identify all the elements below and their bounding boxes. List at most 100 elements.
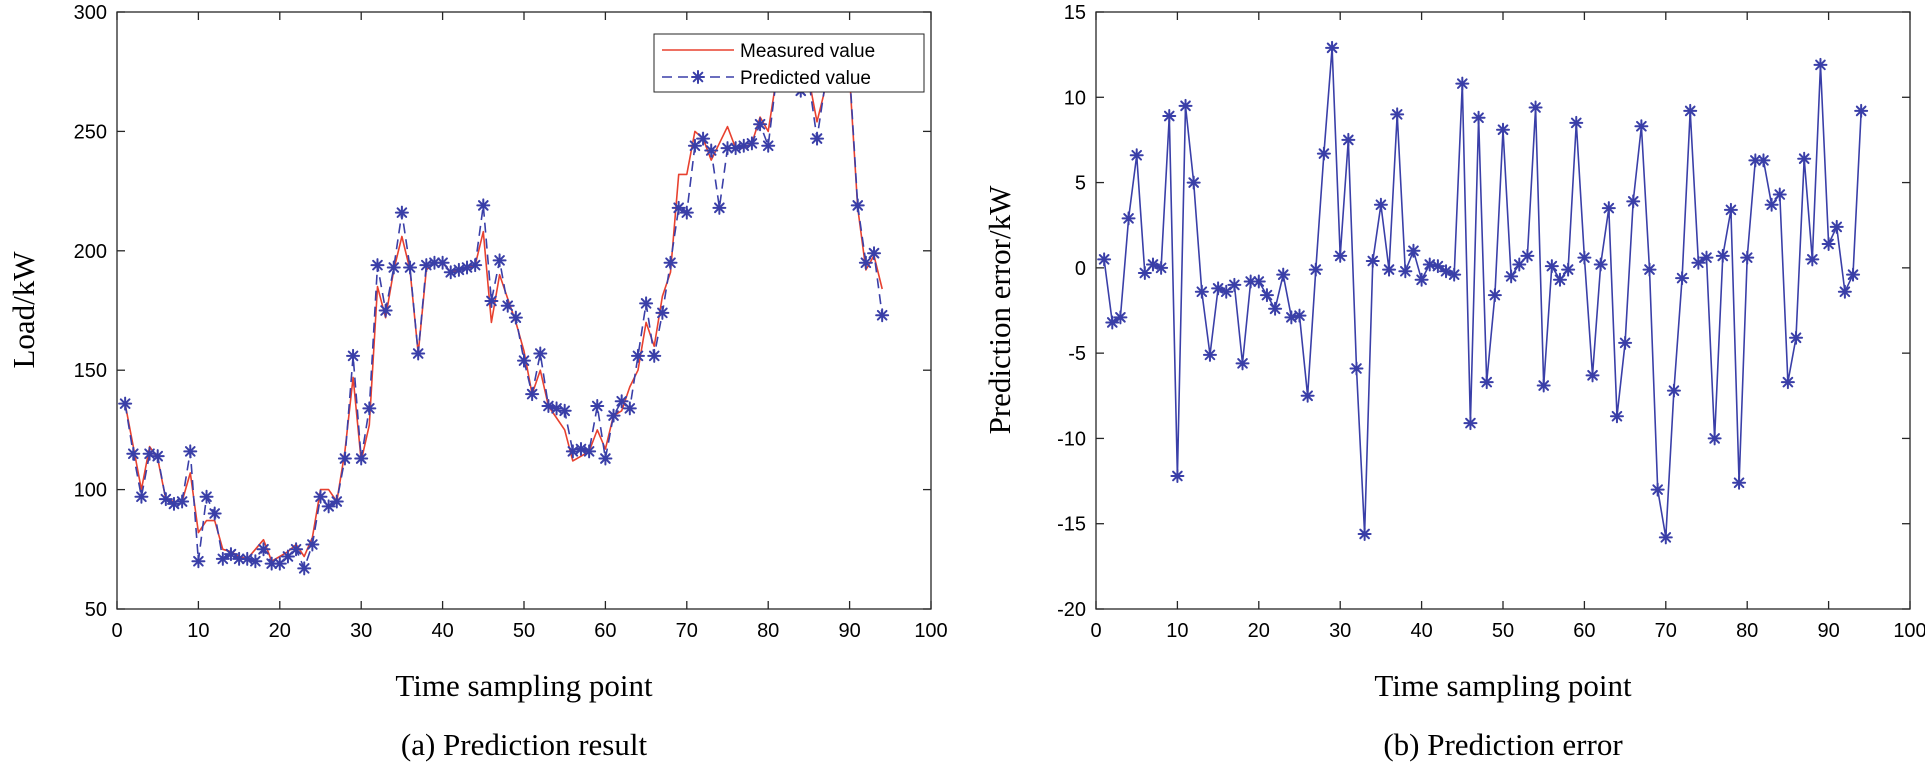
data-point-stroke (1725, 204, 1737, 216)
chart-b-ticks: 0 10 20 30 40 50 60 70 80 90 100 -20 -15 -10 -5 0 5 10 15 (1057, 2, 1925, 642)
data-point (1097, 252, 1112, 267)
data-point-stroke (1456, 78, 1468, 89)
data-point (1658, 530, 1673, 545)
data-point-stroke (1204, 349, 1216, 361)
data-point (1390, 107, 1405, 122)
data-point-stroke (1408, 245, 1419, 257)
data-point (744, 136, 759, 151)
data-point (606, 408, 621, 423)
data-point (1137, 265, 1152, 280)
x-tick-label: 40 (1410, 620, 1432, 642)
data-point-stroke (1277, 269, 1289, 280)
data-point-stroke (119, 398, 131, 409)
data-point (1471, 110, 1486, 125)
data-point (663, 255, 678, 270)
data-point (647, 348, 662, 363)
data-point (1585, 368, 1600, 383)
legend-measured-label: Measured value (740, 41, 875, 62)
data-point-stroke (1432, 260, 1444, 272)
data-point-stroke (1798, 153, 1810, 165)
data-point (1496, 122, 1510, 137)
data-point (403, 260, 418, 275)
data-point (1202, 347, 1217, 362)
data-point (354, 451, 369, 466)
data-point (810, 131, 825, 146)
data-point-stroke (241, 553, 253, 565)
data-point-stroke (1115, 312, 1126, 323)
data-point (1235, 356, 1250, 371)
data-point (1194, 284, 1209, 299)
data-point (191, 554, 206, 569)
data-point (1740, 250, 1755, 265)
legend-star-marker (691, 70, 705, 84)
data-point (1113, 310, 1128, 325)
data-point-stroke (1473, 112, 1484, 124)
x-tick-label: 70 (676, 620, 698, 642)
data-point (1154, 260, 1169, 275)
data-point (1723, 202, 1738, 217)
data-point (1325, 40, 1340, 55)
x-tick-label: 30 (350, 620, 372, 642)
y-tick-label: 100 (74, 480, 107, 502)
data-point (1650, 482, 1665, 497)
data-point-stroke (127, 448, 139, 460)
data-point (736, 138, 751, 153)
data-point (1846, 267, 1861, 282)
data-point-stroke (298, 563, 310, 574)
data-point-stroke (1497, 124, 1509, 136)
data-point (1821, 236, 1836, 251)
data-point-stroke (1603, 202, 1615, 214)
data-point (1121, 211, 1136, 226)
data-point-stroke (673, 202, 684, 214)
data-point-stroke (315, 491, 326, 503)
data-point-stroke (1668, 385, 1680, 396)
data-point-stroke (1269, 303, 1281, 315)
data-point-stroke (1733, 477, 1745, 489)
data-point (1504, 269, 1519, 284)
data-point (630, 348, 645, 363)
y-tick-label: -10 (1057, 428, 1086, 450)
x-tick-label: 80 (1736, 620, 1758, 642)
data-point (313, 489, 328, 504)
data-point-stroke (1098, 254, 1110, 265)
data-point (1300, 388, 1315, 403)
data-point (1618, 335, 1633, 350)
data-point (476, 198, 491, 213)
data-point-stroke (388, 262, 400, 273)
data-point (150, 449, 165, 464)
series-line (124, 70, 883, 570)
data-point (256, 542, 271, 557)
data-point (183, 444, 198, 459)
data-point-stroke (1831, 221, 1843, 233)
data-point (1512, 257, 1527, 272)
data-point (712, 200, 727, 215)
data-point-stroke (1383, 264, 1395, 275)
x-tick-label: 90 (838, 620, 860, 642)
data-point (1349, 361, 1364, 376)
data-point (207, 506, 222, 521)
data-point (166, 496, 181, 511)
data-point (1479, 375, 1494, 390)
data-point-stroke (1790, 332, 1802, 344)
data-point (639, 296, 654, 311)
y-tick-label: -20 (1057, 599, 1086, 621)
y-tick-label: -5 (1068, 343, 1086, 365)
data-point-stroke (1774, 189, 1786, 200)
data-point-stroke (1546, 260, 1558, 272)
data-point-stroke (860, 257, 872, 269)
data-point (1365, 254, 1380, 269)
data-point-stroke (640, 298, 652, 309)
data-point-stroke (632, 350, 644, 362)
data-point (500, 298, 515, 313)
data-point-stroke (1131, 149, 1143, 161)
data-point (240, 551, 255, 566)
data-point-stroke (1123, 213, 1134, 224)
data-point (1520, 248, 1535, 263)
data-point-stroke (1139, 267, 1151, 279)
data-point (1414, 272, 1429, 287)
data-point-stroke (876, 309, 888, 321)
data-point-stroke (551, 403, 562, 414)
x-tick-label: 90 (1817, 620, 1839, 642)
data-point-stroke (1261, 289, 1273, 301)
data-point-stroke (1245, 276, 1256, 287)
